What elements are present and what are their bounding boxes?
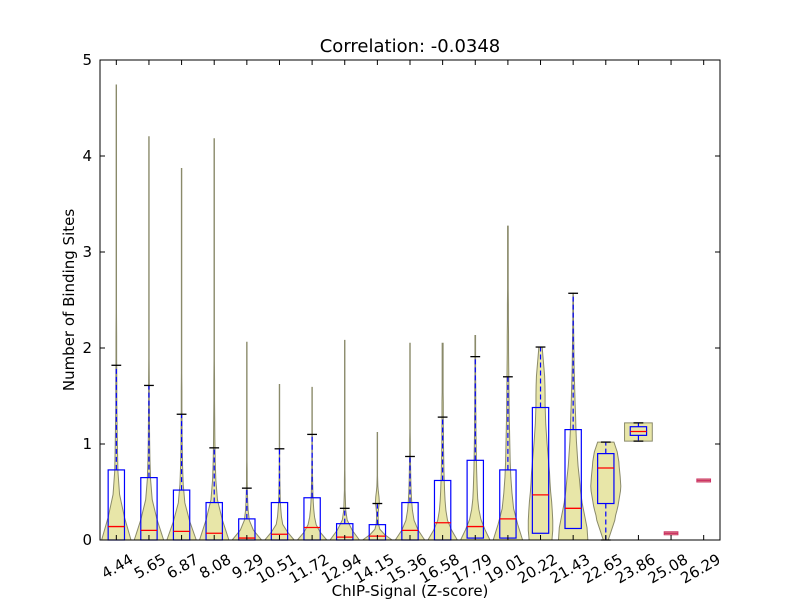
violin-11 <box>459 335 491 541</box>
y-tick-label-2: 2 <box>82 339 92 357</box>
y-tick-label-3: 3 <box>82 243 92 261</box>
y-tick-label-4: 4 <box>82 147 92 165</box>
box-13 <box>531 406 550 534</box>
violin-4 <box>231 341 263 541</box>
violin-7 <box>329 339 361 541</box>
chart-title: Correlation: -0.0348 <box>320 36 501 57</box>
box-14 <box>564 429 582 530</box>
x-axis-label: ChIP-Signal (Z-score) <box>332 582 489 600</box>
violin-2 <box>166 167 197 541</box>
violin-0 <box>100 84 132 541</box>
y-tick-label-1: 1 <box>82 435 92 453</box>
y-axis-label: Number of Binding Sites <box>60 209 78 391</box>
violin-10 <box>427 342 459 541</box>
x-axis: 4.445.656.878.089.2910.5111.7212.9414.15… <box>98 60 724 587</box>
violin-15 <box>590 441 622 541</box>
y-tick-label-5: 5 <box>82 51 92 69</box>
box-15 <box>597 453 615 505</box>
violin-9 <box>394 342 426 541</box>
plot-area <box>100 84 712 541</box>
violin-12 <box>492 225 524 541</box>
y-axis: 0 1 2 3 4 5 <box>82 51 720 549</box>
violin-8 <box>361 431 394 541</box>
violin-3 <box>198 138 230 541</box>
y-tick-label-0: 0 <box>82 531 92 549</box>
violin-1 <box>133 136 165 541</box>
